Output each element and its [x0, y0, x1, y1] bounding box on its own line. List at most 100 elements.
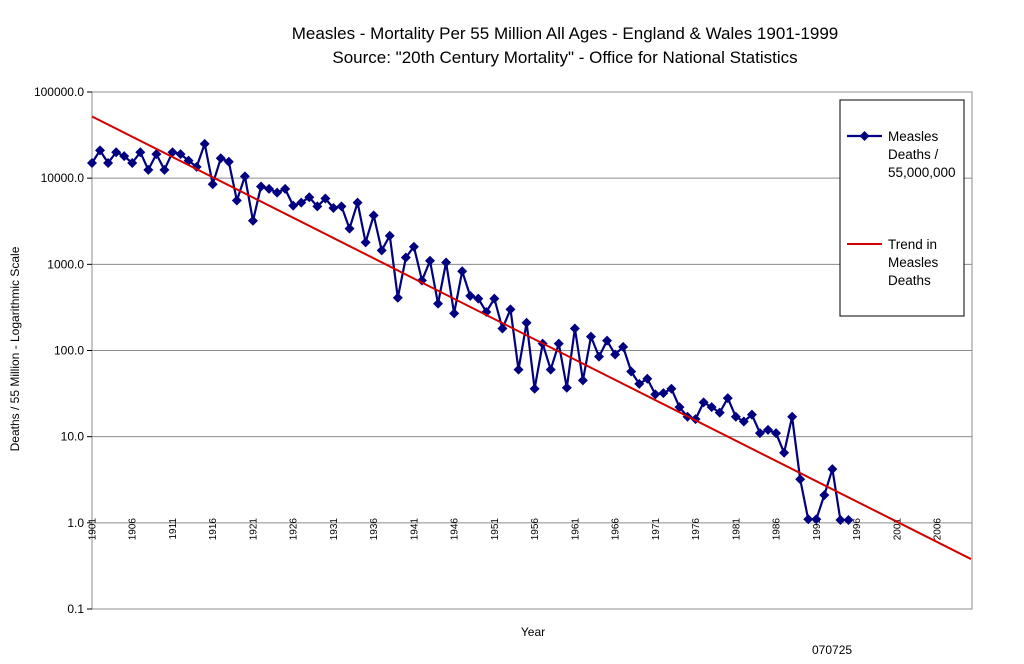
data-point: [666, 383, 677, 394]
data-point: [328, 203, 339, 214]
x-tick-label: 1961: [570, 518, 581, 541]
data-point: [143, 164, 154, 175]
data-point: [771, 428, 782, 439]
data-point: [312, 201, 323, 212]
x-tick-label: 1996: [852, 518, 863, 541]
legend-label: Measles: [888, 255, 939, 270]
x-tick-label: 1906: [128, 518, 139, 541]
chart-title: Measles - Mortality Per 55 Million All A…: [292, 24, 838, 43]
data-point: [296, 197, 307, 208]
x-tick-label: 1926: [289, 518, 300, 541]
data-point: [803, 514, 814, 525]
data-point: [336, 201, 347, 212]
x-tick-label: 1956: [530, 518, 541, 541]
data-point: [449, 308, 460, 319]
data-point: [304, 192, 315, 203]
data-point: [376, 245, 387, 256]
data-point: [577, 375, 588, 386]
data-point: [119, 151, 130, 162]
data-point: [215, 153, 226, 164]
x-axis-label: Year: [521, 625, 545, 639]
data-point: [513, 364, 524, 375]
y-tick-label: 1000.0: [47, 257, 84, 271]
x-tick-label: 1991: [812, 518, 823, 541]
data-point: [730, 411, 741, 422]
legend: Measles Deaths / 55,000,000 Trend in Measle…: [839, 99, 965, 317]
data-point: [674, 402, 685, 413]
data-point: [610, 349, 621, 360]
data-point: [642, 373, 653, 384]
legend-label: Deaths /: [888, 147, 939, 162]
x-tick-label: 1911: [168, 518, 179, 540]
data-point: [223, 156, 234, 167]
data-point: [352, 197, 363, 208]
data-point: [457, 266, 468, 277]
data-point: [505, 304, 516, 315]
data-point: [835, 514, 846, 525]
y-tick-label: 100.0: [54, 344, 84, 358]
data-point: [819, 490, 830, 501]
data-point: [384, 230, 395, 241]
data-point: [360, 237, 371, 248]
data-point: [827, 464, 838, 475]
data-point: [264, 183, 275, 194]
data-point: [127, 157, 138, 168]
data-point: [529, 383, 540, 394]
data-point: [553, 338, 564, 349]
data-point: [239, 171, 250, 182]
y-tick-label: 1.0: [67, 516, 84, 530]
legend-label: Measles: [888, 129, 939, 144]
data-point: [199, 138, 210, 149]
series-line-measles-deaths: [91, 142, 849, 522]
x-tick-label: 1916: [208, 518, 219, 541]
data-point: [433, 298, 444, 309]
data-point: [288, 200, 299, 211]
data-point: [175, 149, 186, 160]
data-point: [497, 323, 508, 334]
y-axis-ticks: 0.1 1.0 10.0 100.0 1000.0 10000.0 100000.0: [34, 85, 92, 616]
data-point: [392, 292, 403, 303]
data-point: [738, 416, 749, 427]
data-point: [811, 514, 822, 525]
data-point: [489, 293, 500, 304]
data-point: [256, 181, 266, 192]
data-point: [561, 382, 572, 393]
x-tick-label: 2006: [933, 518, 944, 541]
data-point: [465, 290, 476, 301]
chart-titles: Measles - Mortality Per 55 Million All A…: [292, 24, 838, 67]
data-point: [87, 157, 97, 168]
x-tick-label: 1951: [490, 518, 501, 541]
data-point: [441, 257, 452, 268]
data-point: [602, 335, 613, 346]
data-point: [151, 149, 162, 160]
chart-subtitle: Source: "20th Century Mortality" - Offic…: [332, 48, 797, 67]
data-point: [207, 179, 218, 190]
data-point: [473, 293, 484, 304]
data-point: [698, 397, 709, 408]
y-tick-label: 10.0: [61, 430, 85, 444]
y-axis-label: Deaths / 55 Million - Logarithmic Scale: [8, 246, 22, 451]
data-point: [320, 193, 331, 204]
x-tick-label: 1901: [88, 518, 99, 541]
data-point: [344, 223, 355, 234]
data-point: [368, 210, 379, 221]
data-point: [787, 411, 798, 422]
x-tick-label: 1941: [409, 518, 420, 541]
data-point: [135, 147, 146, 158]
data-point: [779, 447, 790, 458]
legend-label: Deaths: [888, 273, 931, 288]
data-point: [400, 252, 411, 263]
horizontal-gridlines: [92, 177, 972, 524]
data-point: [650, 389, 661, 400]
y-tick-label: 100000.0: [34, 85, 84, 99]
data-point: [658, 388, 669, 399]
data-point: [103, 157, 114, 168]
data-point: [569, 323, 580, 334]
data-point: [618, 341, 629, 352]
x-tick-label: 2001: [892, 518, 903, 541]
data-point: [545, 364, 556, 375]
legend-item-trend: Trend in Measles Deaths: [847, 237, 939, 288]
data-point: [95, 145, 106, 156]
x-tick-label: 1986: [772, 518, 783, 541]
x-tick-label: 1981: [731, 518, 742, 541]
